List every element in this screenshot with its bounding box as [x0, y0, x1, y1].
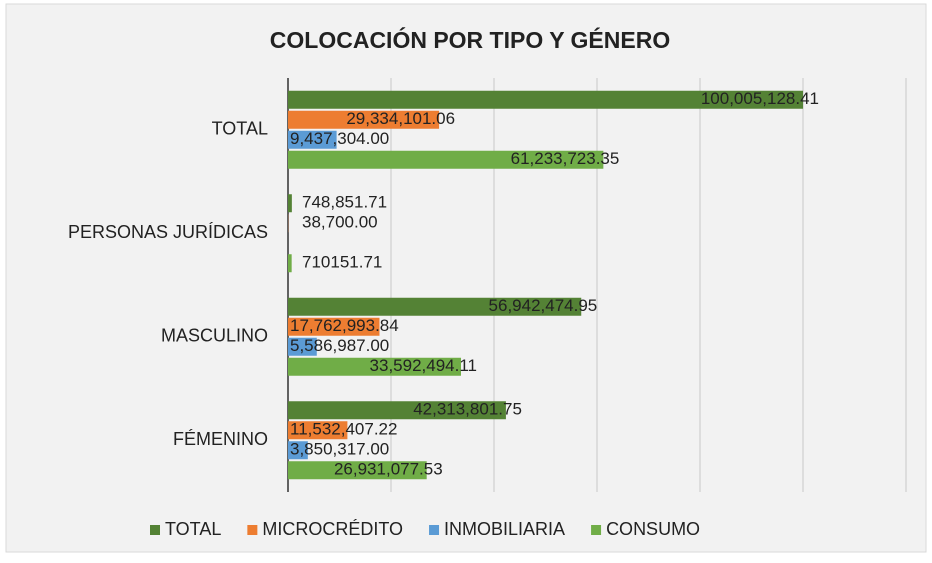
- value-label: 3,850,317.00: [290, 440, 389, 459]
- value-label: 42,313,801.75: [413, 400, 522, 419]
- legend-label: INMOBILIARIA: [444, 519, 565, 539]
- category-label: PERSONAS JURÍDICAS: [68, 222, 268, 242]
- bar: [288, 254, 292, 272]
- legend-label: CONSUMO: [606, 519, 700, 539]
- value-label: 5,586,987.00: [290, 336, 389, 355]
- value-label: 748,851.71: [302, 193, 387, 212]
- category-label: MASCULINO: [161, 326, 268, 346]
- value-label: 17,762,993.84: [290, 316, 399, 335]
- legend-swatch: [591, 525, 601, 535]
- value-label: 56,942,474.95: [489, 296, 598, 315]
- legend-swatch: [247, 525, 257, 535]
- legend-swatch: [150, 525, 160, 535]
- value-label: 61,233,723.35: [511, 149, 620, 168]
- value-label: 100,005,128.41: [701, 89, 819, 108]
- chart-background: [6, 4, 926, 552]
- value-label: 33,592,494.11: [370, 356, 477, 375]
- value-label: 9,437,304.00: [290, 129, 389, 148]
- legend-label: TOTAL: [165, 519, 221, 539]
- bar: [288, 194, 292, 212]
- value-label: 38,700.00: [302, 213, 378, 232]
- value-label: 26,931,077.53: [334, 460, 443, 479]
- value-label: 710151.71: [302, 253, 382, 272]
- chart-title: COLOCACIÓN POR TIPO Y GÉNERO: [270, 26, 670, 53]
- legend-swatch: [429, 525, 439, 535]
- legend-label: MICROCRÉDITO: [262, 519, 403, 539]
- value-label: 11,532,407.22: [290, 420, 397, 439]
- category-label: TOTAL: [212, 119, 268, 139]
- category-label: FÉMENINO: [173, 429, 268, 449]
- value-label: 29,334,101.06: [346, 109, 455, 128]
